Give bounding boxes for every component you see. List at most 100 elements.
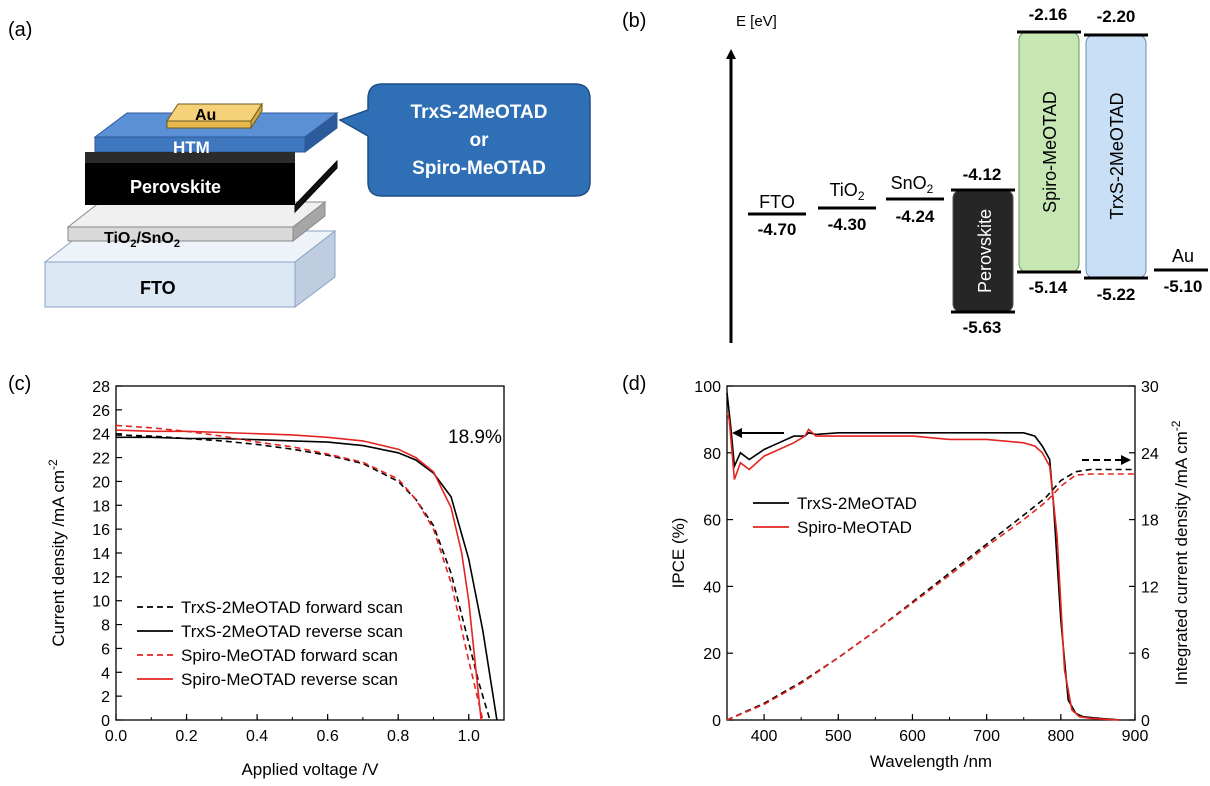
y-right-tick-label: 12 <box>1141 579 1159 596</box>
plot-d-ylabel: IPCE (%) <box>669 518 688 589</box>
y-tick-label: 10 <box>92 594 110 611</box>
box-spiro-bottom: -5.14 <box>1029 278 1068 297</box>
plot-d-xlabel: Wavelength /nm <box>870 752 992 771</box>
box-spiro-name: Spiro-MeOTAD <box>1040 91 1060 213</box>
panel-a-label: (a) <box>8 19 32 41</box>
panel-b: (b) E [eV] FTO -4.70 TiO2 -4.30 SnO2 -4.… <box>622 5 1208 343</box>
level-au-value: -5.10 <box>1164 277 1203 296</box>
level-fto-name: FTO <box>759 192 795 212</box>
box-perovskite-top: -4.12 <box>963 165 1002 184</box>
level-tio2-value: -4.30 <box>828 215 867 234</box>
plot-c-xlabel: Applied voltage /V <box>241 760 379 779</box>
series-line-0 <box>726 392 1121 721</box>
y-tick-label: 2 <box>101 689 110 706</box>
plot-d-legend: TrxS-2MeOTAD Spiro-MeOTAD <box>753 494 917 537</box>
level-au-name: Au <box>1172 246 1194 266</box>
callout-line2: or <box>470 130 490 151</box>
layer-au-label: Au <box>195 107 216 124</box>
layer-htm-label: HTM <box>173 138 210 157</box>
y-tick-label: 100 <box>694 379 721 396</box>
y-right-tick-label: 18 <box>1141 513 1159 530</box>
x-tick-label: 600 <box>899 728 926 745</box>
box-trxs: TrxS-2MeOTAD -2.20 -5.22 <box>1084 7 1148 304</box>
level-fto: FTO -4.70 <box>748 192 806 239</box>
box-spiro: Spiro-MeOTAD -2.16 -5.14 <box>1017 5 1081 297</box>
x-tick-label: 500 <box>825 728 852 745</box>
level-sno2: SnO2 -4.24 <box>886 173 944 226</box>
panel-c: (c) 0.0 0.2 0.4 0.6 0.8 1.0024681012141618202… <box>8 373 505 779</box>
layer-fto: FTO <box>43 229 337 308</box>
plot-d-ylabel-right: Integrated current density /mA cm-2 <box>1169 420 1191 685</box>
level-sno2-value: -4.24 <box>896 207 935 226</box>
y-right-tick-label: 6 <box>1141 646 1150 663</box>
plot-c-annotation: 18.9% <box>448 427 502 448</box>
panel-a: (a) FTO TiO2/SnO2 Perovskite HTM <box>8 19 591 308</box>
y-right-tick-label: 30 <box>1141 379 1159 396</box>
layer-etl-label: TiO2/SnO2 <box>104 230 180 250</box>
legend-label-1: TrxS-2MeOTAD reverse scan <box>181 622 403 641</box>
y-tick-label: 8 <box>101 618 110 635</box>
layer-perovskite-label: Perovskite <box>130 177 221 197</box>
plot-c-legend: TrxS-2MeOTAD forward scan TrxS-2MeOTAD re… <box>137 598 403 689</box>
callout-line3: Spiro-MeOTAD <box>412 158 546 179</box>
y-tick-label: 20 <box>703 646 721 663</box>
layer-etl: TiO2/SnO2 <box>66 200 327 250</box>
x-tick-label: 0.0 <box>105 728 127 745</box>
y-tick-label: 80 <box>703 446 721 463</box>
y-tick-label: 16 <box>92 522 110 539</box>
level-au: Au -5.10 <box>1154 246 1208 296</box>
legend-label-0: TrxS-2MeOTAD <box>797 494 917 513</box>
y-tick-label: 0 <box>712 713 721 730</box>
series-line-2 <box>115 424 484 721</box>
energy-axis-label: E [eV] <box>736 13 777 30</box>
level-fto-value: -4.70 <box>758 220 797 239</box>
panel-d: (d) 400 500 600 700 800 900020406080100061218… <box>622 373 1191 771</box>
y-right-tick-label: 0 <box>1141 713 1150 730</box>
x-tick-label: 0.4 <box>246 728 268 745</box>
level-tio2: TiO2 -4.30 <box>818 180 876 234</box>
y-tick-label: 28 <box>92 379 110 396</box>
level-sno2-name: SnO2 <box>891 173 934 196</box>
y-tick-label: 22 <box>92 451 110 468</box>
series-line-1 <box>726 412 1121 721</box>
x-tick-label: 0.6 <box>317 728 339 745</box>
series-line-3 <box>726 473 1135 721</box>
y-tick-label: 18 <box>92 498 110 515</box>
box-perovskite-bottom: -5.63 <box>963 318 1002 337</box>
layer-fto-label: FTO <box>140 278 176 298</box>
series-line-3 <box>115 429 482 721</box>
plot-d-frame <box>726 385 1136 721</box>
y-tick-label: 26 <box>92 403 110 420</box>
x-tick-label: 700 <box>973 728 1000 745</box>
legend-label-3: Spiro-MeOTAD reverse scan <box>181 670 398 689</box>
x-tick-label: 0.8 <box>387 728 409 745</box>
box-perovskite-name: Perovskite <box>975 209 995 293</box>
y-tick-label: 24 <box>92 427 110 444</box>
y-tick-label: 14 <box>92 546 110 563</box>
htm-callout: TrxS-2MeOTAD or Spiro-MeOTAD <box>338 83 591 197</box>
box-trxs-bottom: -5.22 <box>1097 285 1136 304</box>
y-tick-label: 40 <box>703 579 721 596</box>
y-tick-label: 6 <box>101 641 110 658</box>
legend-label-2: Spiro-MeOTAD forward scan <box>181 646 398 665</box>
panel-b-label: (b) <box>622 10 646 32</box>
panel-c-label: (c) <box>8 373 31 395</box>
level-tio2-name: TiO2 <box>829 180 864 203</box>
y-tick-label: 4 <box>101 665 110 682</box>
layer-perovskite: Perovskite <box>85 159 338 214</box>
legend-label-0: TrxS-2MeOTAD forward scan <box>181 598 403 617</box>
y-right-tick-label: 24 <box>1141 446 1159 463</box>
plot-c-ylabel: Current density /mA cm-2 <box>46 459 68 647</box>
layer-au: Au <box>166 102 263 130</box>
x-tick-label: 400 <box>751 728 778 745</box>
legend-label-1: Spiro-MeOTAD <box>797 518 912 537</box>
x-tick-label: 0.2 <box>175 728 197 745</box>
plot-c-ticks: 0.0 0.2 0.4 0.6 0.8 1.00246810121416182022242… <box>92 379 505 745</box>
layer-htm: HTM <box>85 112 339 163</box>
y-tick-label: 12 <box>92 570 110 587</box>
panel-d-label: (d) <box>622 373 646 395</box>
plot-d-series <box>726 392 1135 721</box>
box-trxs-name: TrxS-2MeOTAD <box>1107 92 1127 219</box>
